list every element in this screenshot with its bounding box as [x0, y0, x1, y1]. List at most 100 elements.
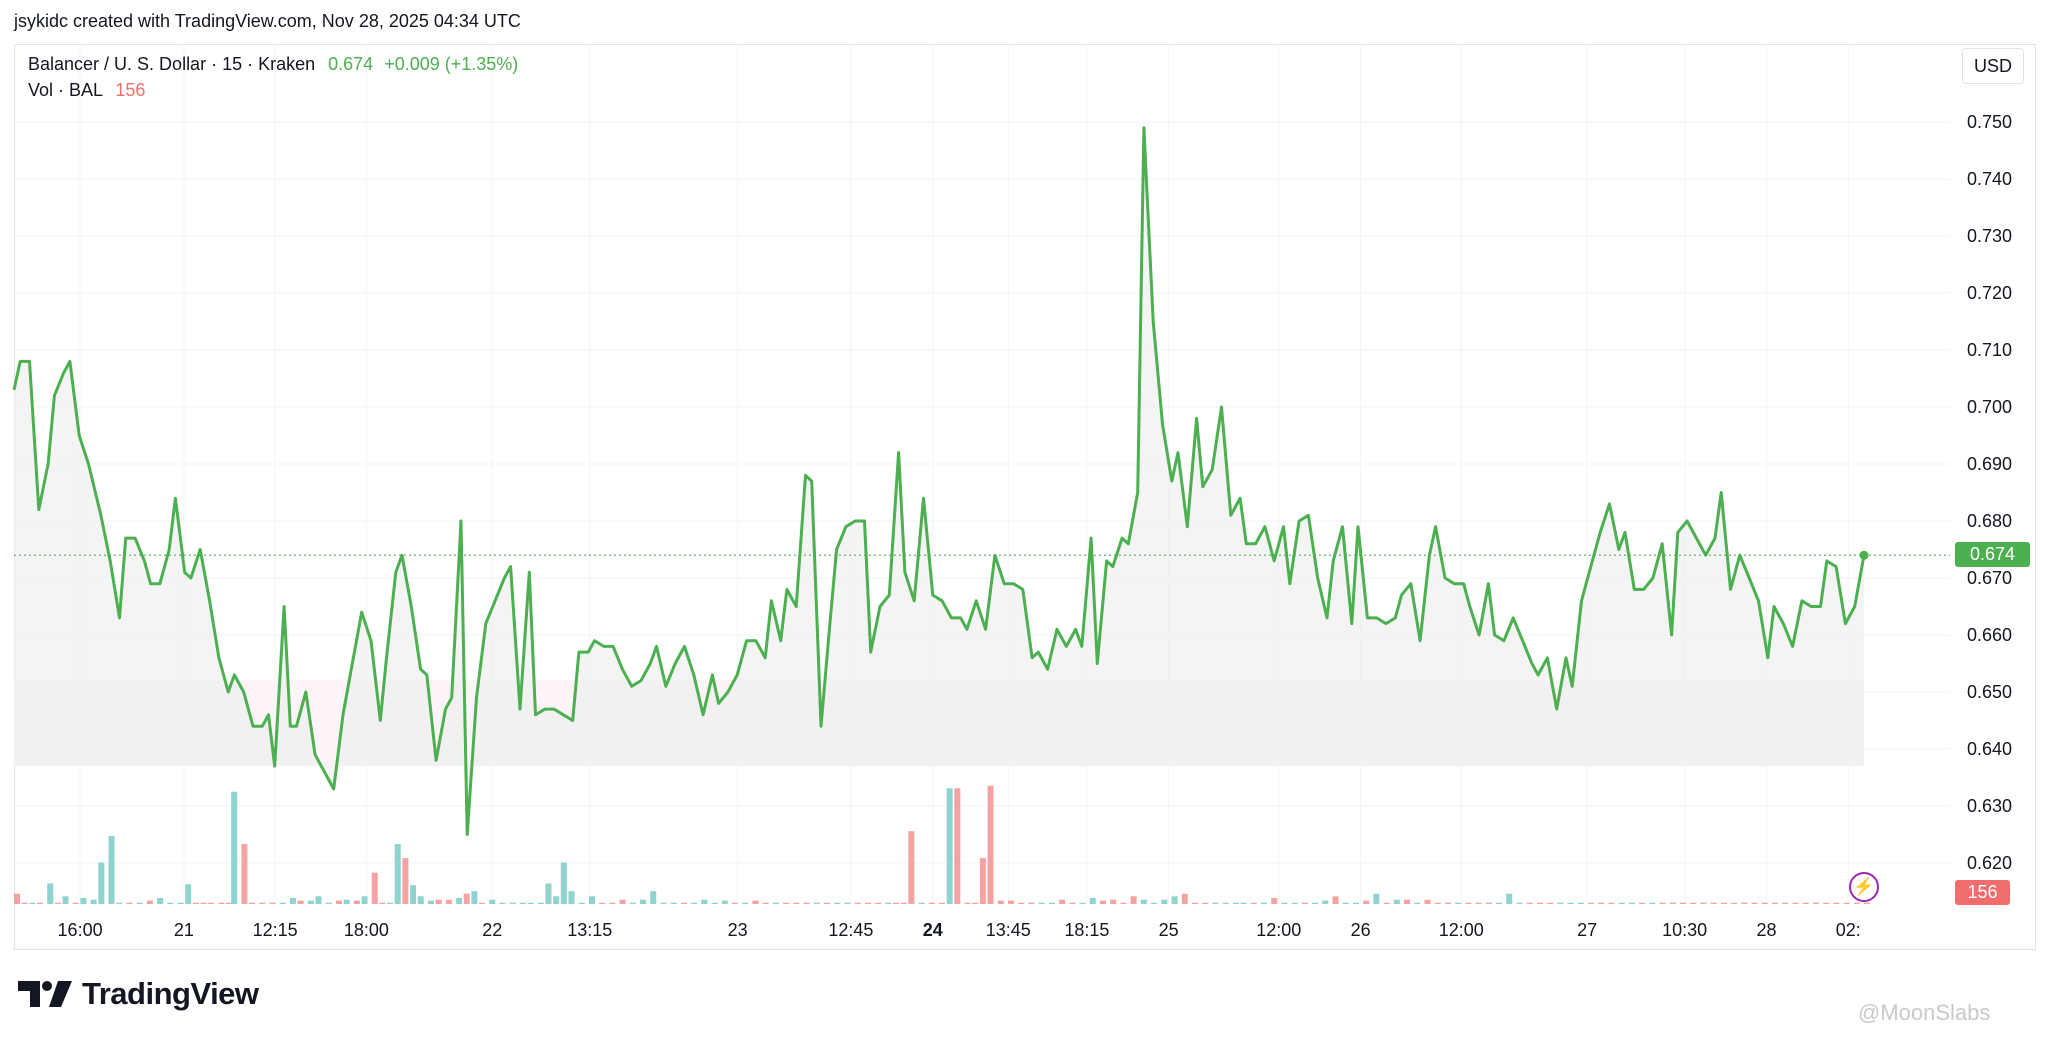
x-tick-label: 16:00	[58, 920, 103, 940]
volume-bar	[177, 902, 184, 904]
volume-bar	[1404, 899, 1411, 904]
volume-bar	[1567, 902, 1574, 904]
x-tick-label: 23	[728, 920, 748, 940]
x-tick-label: 18:00	[344, 920, 389, 940]
volume-bar	[545, 883, 552, 904]
volume-bar	[609, 902, 616, 904]
volume-legend[interactable]: Vol · BAL 156	[28, 80, 145, 101]
tradingview-logo[interactable]: TradingView	[18, 976, 259, 1012]
volume-bar	[200, 902, 207, 904]
volume-bar	[1557, 902, 1564, 904]
volume-bar	[489, 899, 496, 904]
watermark: @MoonSlabs	[1858, 1000, 1991, 1025]
volume-bar	[387, 902, 394, 904]
volume-bar	[410, 885, 417, 904]
volume-bar	[1710, 902, 1717, 904]
volume-bar	[435, 899, 442, 904]
volume-bar	[939, 902, 945, 904]
volume-bar	[1516, 902, 1523, 904]
volume-bar	[315, 896, 322, 904]
volume-bar	[167, 902, 174, 904]
volume-bar	[721, 900, 728, 904]
volume-bar	[379, 902, 386, 904]
volume-bar	[146, 900, 153, 904]
x-tick-label: 18:15	[1064, 920, 1109, 940]
volume-bar	[402, 858, 409, 904]
y-tick-label: 0.680	[1967, 511, 2012, 531]
publish-caption: jsykidc created with TradingView.com, No…	[14, 11, 521, 31]
volume-bar	[417, 896, 424, 904]
x-tick-label: 27	[1577, 920, 1597, 940]
tradingview-logo-icon	[18, 981, 72, 1007]
volume-bar	[1181, 893, 1188, 904]
volume-bar	[864, 902, 871, 904]
symbol-legend[interactable]: Balancer / U. S. Dollar · 15 · Kraken 0.…	[28, 54, 518, 75]
y-tick-label: 0.730	[1967, 226, 2012, 246]
volume-bar	[599, 902, 606, 904]
volume-bar	[844, 902, 851, 904]
volume-bar	[1312, 902, 1319, 904]
x-tick-label: 25	[1159, 920, 1179, 940]
volume-bar	[875, 902, 882, 904]
x-tick-label: 22	[482, 920, 502, 940]
volume-bar	[509, 902, 516, 904]
volume-bar	[519, 902, 526, 904]
volume-bar	[1812, 902, 1819, 904]
volume-bar	[711, 902, 718, 904]
volume-bars	[14, 785, 1870, 904]
y-tick-label: 0.700	[1967, 397, 2012, 417]
volume-bar	[640, 899, 647, 904]
volume-bar	[1526, 902, 1533, 904]
y-tick-label: 0.690	[1967, 454, 2012, 474]
volume-bar	[463, 893, 470, 904]
volume-bar	[90, 899, 97, 904]
volume-bar	[325, 902, 332, 904]
volume-bar	[14, 893, 20, 904]
volume-bar	[1120, 902, 1127, 904]
volume-bar	[1363, 900, 1370, 904]
x-tick-label: 12:00	[1256, 920, 1301, 940]
currency-button[interactable]: USD	[1962, 48, 2024, 84]
volume-bar	[928, 902, 935, 904]
x-tick-label: 12:45	[828, 920, 873, 940]
y-tick-label: 0.710	[1967, 340, 2012, 360]
volume-bar	[578, 902, 585, 904]
volume-bar	[1301, 902, 1308, 904]
volume-bar	[208, 902, 215, 904]
volume-bar	[456, 898, 463, 904]
volume-bar	[1373, 893, 1380, 904]
lightning-icon[interactable]: ⚡	[1849, 872, 1879, 902]
volume-bar	[1792, 902, 1799, 904]
volume-bar	[289, 898, 296, 904]
volume-bar	[742, 902, 749, 904]
volume-bar	[98, 862, 105, 904]
volume-bar	[192, 902, 199, 904]
volume-bar	[1823, 902, 1830, 904]
volume-bar	[619, 899, 626, 904]
volume-bar	[1250, 902, 1257, 904]
volume-bar	[854, 902, 861, 904]
volume-bar	[1232, 902, 1239, 904]
time-axis: 16:00 21 12:15 18:00 22 13:15 23 12:45 24 13:45 18…	[58, 920, 1861, 940]
volume-bar	[670, 902, 677, 904]
brand-name: TradingView	[82, 976, 259, 1011]
volume-bar	[701, 899, 708, 904]
volume-bar	[1720, 902, 1727, 904]
volume-bar	[752, 900, 759, 904]
volume-bar	[231, 791, 238, 904]
volume-bar	[1271, 898, 1278, 904]
volume-bar	[136, 902, 143, 904]
volume-bar	[1506, 893, 1513, 904]
x-tick-label: 13:45	[986, 920, 1031, 940]
volume-bar	[157, 898, 164, 904]
x-tick-label: 26	[1351, 920, 1371, 940]
volume-bar	[343, 899, 350, 904]
volume-bar	[1212, 902, 1219, 904]
volume-bar	[1110, 899, 1117, 904]
volume-bar	[834, 902, 841, 904]
volume-bar	[553, 896, 560, 904]
volume-bar	[783, 902, 790, 904]
volume-bar	[1864, 902, 1870, 904]
volume-bar	[36, 902, 43, 904]
